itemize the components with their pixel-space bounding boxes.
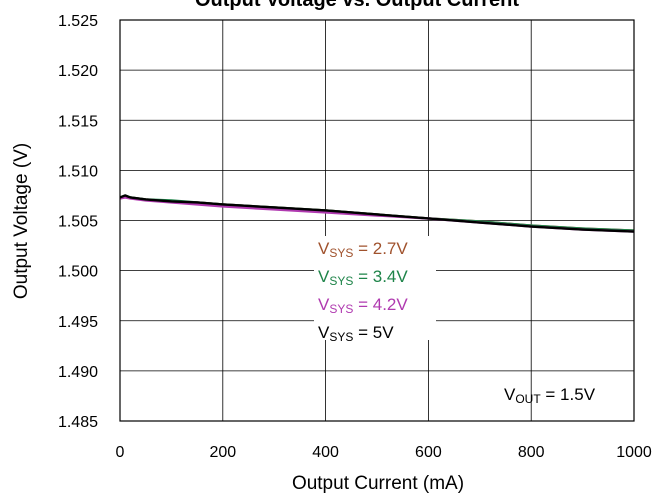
legend-entry: VSYS = 3.4V bbox=[318, 267, 408, 288]
x-tick-label: 800 bbox=[518, 444, 545, 461]
x-tick-label: 1000 bbox=[616, 444, 652, 461]
chart-title: Output Voltage vs. Output Current bbox=[195, 0, 519, 11]
vout-prefix: V bbox=[504, 385, 516, 404]
x-tick-labels: 0 200 400 600 800 1000 bbox=[116, 444, 652, 461]
y-tick-label: 1.500 bbox=[58, 264, 98, 281]
vout-value: = 1.5V bbox=[541, 385, 596, 404]
series-line-5v bbox=[119, 194, 635, 233]
y-tick-label: 1.495 bbox=[58, 314, 98, 331]
x-tick-label: 400 bbox=[312, 444, 339, 461]
plot-frame bbox=[119, 19, 635, 422]
series-line-3-4v bbox=[119, 194, 635, 232]
svg-text:VOUT = 1.5V: VOUT = 1.5V bbox=[504, 385, 596, 406]
y-tick-label: 1.520 bbox=[58, 63, 98, 80]
vout-subscript: OUT bbox=[515, 392, 541, 406]
legend-entry: VSYS = 5V bbox=[318, 323, 394, 344]
legend: VSYS = 2.7V VSYS = 3.4V VSYS = 4.2V VSYS = … bbox=[314, 236, 436, 344]
x-tick-label: 200 bbox=[209, 444, 236, 461]
x-tick-label: 600 bbox=[415, 444, 442, 461]
y-tick-label: 1.510 bbox=[58, 163, 98, 180]
y-axis-title: Output Voltage (V) bbox=[11, 143, 32, 299]
vout-annotation: VOUT = 1.5V bbox=[504, 385, 596, 406]
series-layer bbox=[119, 194, 635, 233]
legend-entry: VSYS = 2.7V bbox=[318, 239, 408, 260]
y-tick-label: 1.515 bbox=[58, 113, 98, 130]
legend-entry: VSYS = 4.2V bbox=[318, 295, 408, 316]
y-tick-label: 1.525 bbox=[58, 13, 98, 30]
y-tick-label: 1.485 bbox=[58, 414, 98, 431]
x-axis-title: Output Current (mA) bbox=[292, 473, 464, 494]
y-tick-label: 1.505 bbox=[58, 214, 98, 231]
legend-background bbox=[314, 236, 436, 340]
y-tick-label: 1.490 bbox=[58, 364, 98, 381]
gridlines bbox=[120, 20, 634, 421]
y-tick-labels: 1.485 1.490 1.495 1.500 1.505 1.510 1.515 1.520… bbox=[58, 13, 98, 431]
x-tick-label: 0 bbox=[116, 444, 125, 461]
